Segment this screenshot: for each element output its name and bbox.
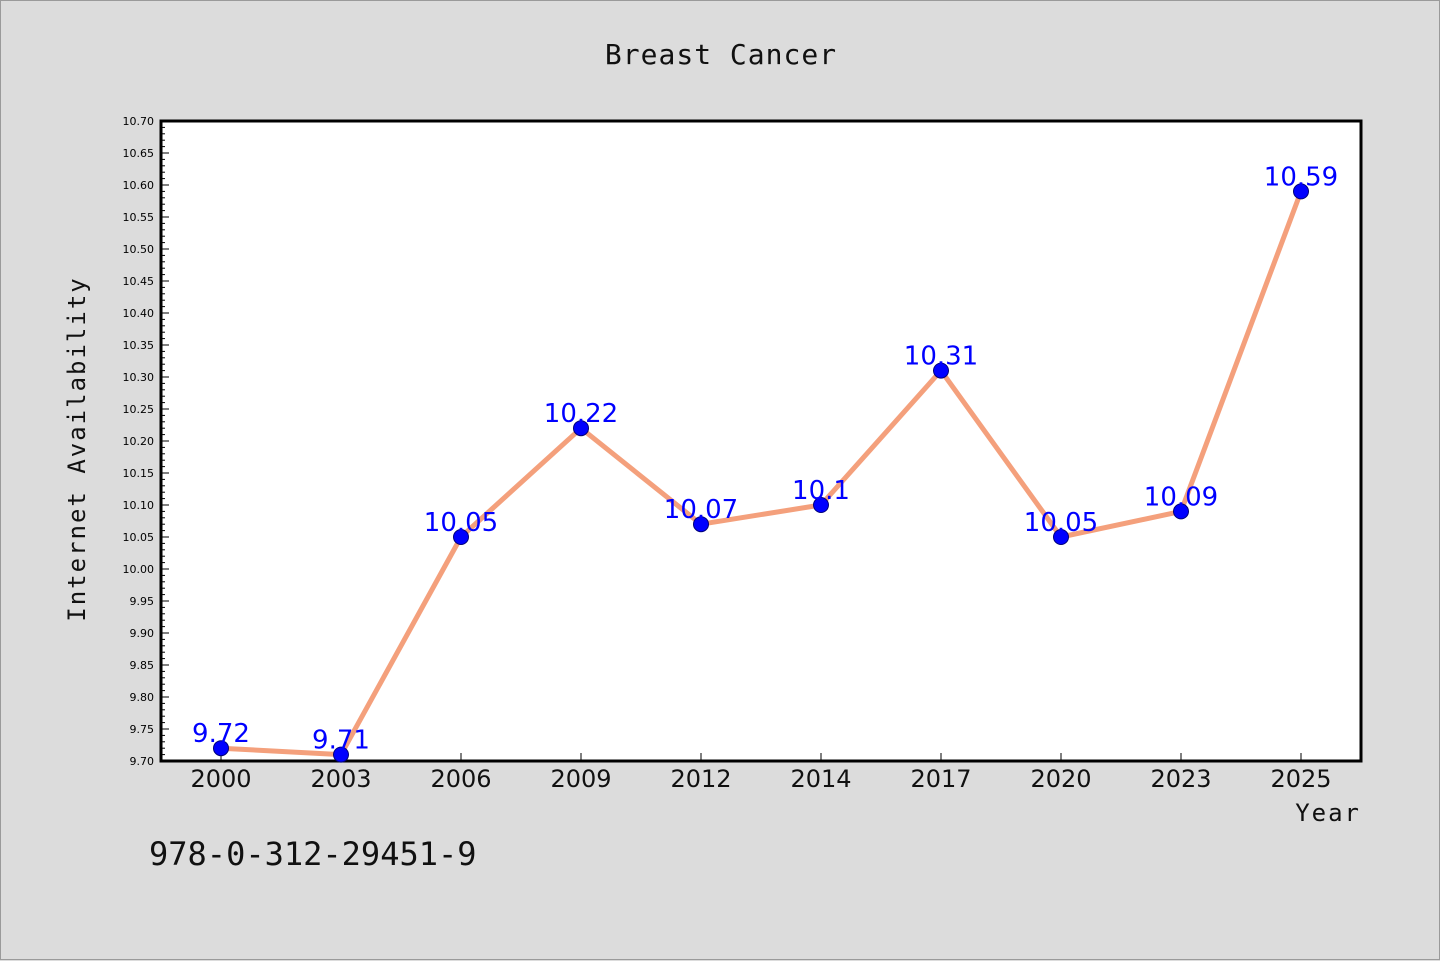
y-tick-label: 10.70	[123, 115, 155, 128]
y-tick-label: 9.70	[130, 755, 155, 768]
y-tick-label: 10.40	[123, 307, 155, 320]
data-point	[933, 362, 949, 379]
x-tick-label: 2006	[430, 765, 491, 793]
x-axis: 2000 2003 2006 2009 2012 2014 2017 2020 2023 2025	[190, 753, 1332, 793]
y-axis: 9.70 9.75 9.80 9.85 9.90 9.95 10.00 10.05 10.10 1…	[123, 115, 169, 768]
data-point	[573, 420, 589, 437]
data-label: 9.72	[192, 719, 250, 749]
y-tick-label: 10.65	[123, 147, 155, 160]
y-tick-label: 9.80	[130, 691, 155, 704]
data-label: 10.05	[1024, 508, 1098, 538]
y-tick-label: 10.50	[123, 243, 155, 256]
data-label: 10.07	[664, 495, 738, 525]
data-labels: 9.72 9.71 10.05 10.22 10.07 10.1 10.31 10.05 10.…	[192, 162, 1338, 755]
x-tick-label: 2020	[1030, 765, 1091, 793]
x-tick-label: 2017	[910, 765, 971, 793]
y-tick-label: 10.10	[123, 499, 155, 512]
data-point	[693, 516, 709, 533]
data-point	[1053, 529, 1069, 545]
data-label: 10.59	[1264, 162, 1338, 192]
data-label: 10.22	[544, 399, 618, 429]
data-label: 10.31	[904, 342, 978, 372]
data-label: 9.71	[312, 726, 370, 756]
y-tick-label: 10.45	[123, 275, 155, 288]
series-line-group	[213, 183, 1309, 763]
y-tick-label: 10.30	[123, 371, 155, 384]
x-tick-label: 2014	[790, 765, 851, 793]
x-tick-label: 2025	[1270, 765, 1331, 793]
x-axis-label: Year	[1295, 799, 1361, 827]
data-point	[333, 746, 349, 763]
data-point	[453, 529, 469, 545]
y-axis-label: Internet Availability	[63, 276, 91, 621]
y-tick-label: 9.90	[130, 627, 155, 640]
data-point	[213, 740, 229, 757]
isbn-code: 978-0-312-29451-9	[149, 835, 477, 873]
x-tick-label: 2012	[670, 765, 731, 793]
data-point	[813, 497, 829, 513]
x-tick-label: 2009	[550, 765, 611, 793]
y-tick-label: 10.25	[123, 403, 155, 416]
x-tick-label: 2003	[310, 765, 371, 793]
plot-area	[159, 119, 1363, 763]
y-tick-label: 10.00	[123, 563, 155, 576]
data-label: 10.09	[1144, 482, 1218, 512]
data-point	[1173, 503, 1189, 520]
data-label: 10.1	[792, 476, 850, 506]
y-tick-label: 9.95	[130, 595, 155, 608]
y-tick-label: 10.15	[123, 467, 155, 480]
y-tick-label: 10.60	[123, 179, 155, 192]
x-tick-label: 2023	[1150, 765, 1211, 793]
data-point	[1293, 183, 1309, 200]
y-tick-label: 10.20	[123, 435, 155, 448]
y-tick-label: 9.85	[130, 659, 155, 672]
y-tick-label: 9.75	[130, 723, 155, 736]
series-line	[218, 188, 1304, 758]
x-tick-label: 2000	[190, 765, 251, 793]
data-label: 10.05	[424, 508, 498, 538]
y-tick-label: 10.05	[123, 531, 155, 544]
y-tick-label: 10.35	[123, 339, 155, 352]
chart-title: Breast Cancer	[605, 38, 837, 71]
y-tick-label: 10.55	[123, 211, 155, 224]
